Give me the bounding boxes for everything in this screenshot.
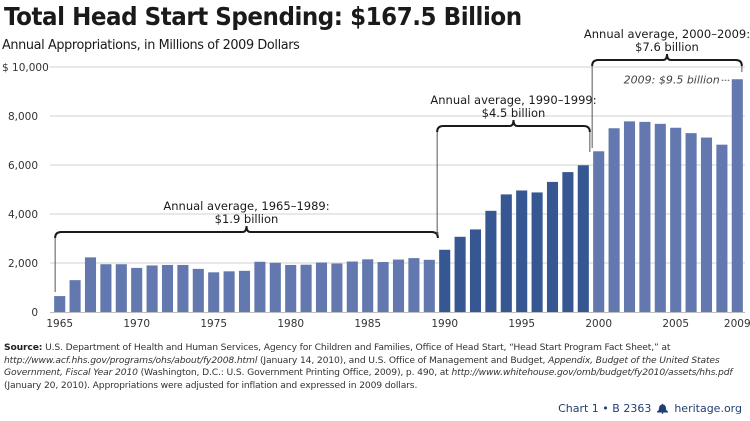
bar-1992 bbox=[469, 229, 482, 312]
annotation-line2: $1.9 billion bbox=[215, 212, 279, 226]
bar-1975 bbox=[208, 272, 220, 312]
x-tick-label: 1995 bbox=[508, 318, 535, 330]
bar-1989 bbox=[423, 259, 435, 312]
x-tick-label: 1975 bbox=[200, 318, 227, 330]
bar-2000 bbox=[593, 151, 605, 312]
bar-1979 bbox=[269, 262, 281, 312]
bar-1984 bbox=[346, 261, 358, 312]
bar-1995 bbox=[516, 190, 528, 312]
annotations: Annual average, 1965–1989:$1.9 billionAn… bbox=[54, 27, 750, 292]
bar-1994 bbox=[500, 194, 512, 312]
source-text-1: U.S. Department of Health and Human Serv… bbox=[42, 342, 671, 353]
x-tick-label: 2000 bbox=[585, 318, 612, 330]
bracket bbox=[54, 225, 439, 239]
bar-1972 bbox=[161, 264, 174, 312]
bar-1969 bbox=[115, 264, 127, 312]
x-tick-label: 2009 bbox=[724, 318, 750, 330]
bar-2004 bbox=[654, 123, 666, 312]
annotation-line2: $7.6 billion bbox=[635, 40, 699, 54]
annotation-avg-1990-1999: Annual average, 1990–1999:$4.5 billion bbox=[430, 93, 597, 235]
bar-2006 bbox=[685, 133, 697, 312]
source-url-1[interactable]: http://www.acf.hhs.gov/programs/ohs/abou… bbox=[4, 354, 258, 366]
bar-1973 bbox=[177, 264, 189, 312]
annotation-line1: Annual average, 2000–2009: bbox=[584, 27, 750, 41]
y-tick-label: 0 bbox=[31, 307, 38, 319]
bar-1996 bbox=[531, 192, 543, 312]
bar-2002 bbox=[623, 121, 636, 312]
annotation-line1: Annual average, 1965–1989: bbox=[163, 199, 329, 213]
bar-1968 bbox=[100, 264, 112, 312]
y-tick-label: 6,000 bbox=[8, 160, 38, 172]
bar-1976 bbox=[223, 271, 235, 312]
chart-subtitle: Annual Appropriations, in Millions of 20… bbox=[2, 37, 300, 53]
source-text-4: (January 20, 2010). Appropriations were … bbox=[4, 379, 418, 391]
bar-1998 bbox=[562, 172, 574, 312]
bar-1970 bbox=[131, 267, 143, 312]
y-axis-ticks: 0 2,000 4,000 6,000 8,000 $ 10,000 bbox=[2, 62, 49, 319]
annotation-avg-1965-1989: Annual average, 1965–1989:$1.9 billion bbox=[54, 199, 439, 292]
annotation-line1: Annual average, 1990–1999: bbox=[430, 93, 596, 107]
bar-2007 bbox=[700, 137, 713, 312]
chart-id: Chart 1 • B 2363 bbox=[558, 402, 652, 415]
bar-1977 bbox=[238, 270, 251, 312]
source-publication: Appendix, Budget of the United States Go… bbox=[4, 354, 720, 379]
annotation-2009-value: 2009: $9.5 billion bbox=[624, 73, 720, 86]
source-text-2: (January 14, 2010), and U.S. Office of M… bbox=[257, 354, 549, 366]
bar-1987 bbox=[392, 259, 405, 312]
bar-2003 bbox=[639, 121, 651, 312]
bar-1997 bbox=[546, 181, 559, 312]
bar-1986 bbox=[377, 262, 389, 312]
bracket bbox=[436, 119, 591, 133]
bar-2008 bbox=[716, 144, 728, 312]
bar-1983 bbox=[331, 263, 343, 312]
bar-1965 bbox=[54, 296, 66, 312]
annotation-avg-2000-2009: Annual average, 2000–2009:$7.6 billion bbox=[584, 27, 750, 148]
x-tick-label: 2005 bbox=[662, 318, 689, 330]
bars bbox=[54, 79, 743, 312]
site-link[interactable]: heritage.org bbox=[674, 402, 742, 415]
bar-1971 bbox=[146, 265, 158, 312]
y-tick-label: 4,000 bbox=[8, 209, 38, 221]
bar-1985 bbox=[362, 259, 374, 312]
footer: Chart 1 • B 2363 heritage.org bbox=[558, 402, 742, 415]
x-tick-label: 1985 bbox=[354, 318, 381, 330]
bar-1966 bbox=[69, 280, 81, 312]
bar-1993 bbox=[485, 210, 497, 312]
liberty-bell-icon bbox=[656, 403, 669, 414]
source-text-3: (Washington, D.C.: U.S. Government Print… bbox=[137, 367, 452, 379]
annotation-line2: $4.5 billion bbox=[482, 106, 546, 120]
bar-1980 bbox=[285, 264, 297, 312]
bar-1974 bbox=[192, 268, 204, 312]
bar-2009 bbox=[731, 79, 743, 312]
source-note: Source: U.S. Department of Health and Hu… bbox=[4, 342, 744, 392]
y-tick-label: $ 10,000 bbox=[2, 62, 49, 74]
bar-1981 bbox=[300, 264, 312, 312]
bar-1982 bbox=[315, 262, 328, 312]
source-label: Source: bbox=[4, 342, 43, 353]
x-tick-label: 1980 bbox=[277, 318, 304, 330]
bar-2005 bbox=[670, 127, 682, 312]
x-axis-ticks: 1965 1970 1975 1980 1985 1990 1995 2000 2005 2009 bbox=[46, 318, 750, 330]
bar-1978 bbox=[254, 261, 266, 312]
bracket bbox=[591, 53, 743, 67]
y-tick-label: 2,000 bbox=[8, 258, 38, 270]
source-url-2[interactable]: http://www.whitehouse.gov/omb/budget/fy2… bbox=[451, 367, 733, 379]
x-tick-label: 1990 bbox=[431, 318, 458, 330]
bar-1990 bbox=[439, 249, 451, 312]
x-tick-label: 1970 bbox=[123, 318, 150, 330]
bar-1991 bbox=[454, 236, 466, 312]
chart-title: Total Head Start Spending: $167.5 Billio… bbox=[4, 2, 522, 31]
x-tick-label: 1965 bbox=[46, 318, 73, 330]
bar-1999 bbox=[577, 165, 589, 312]
bar-1967 bbox=[84, 257, 97, 312]
bar-2001 bbox=[608, 128, 620, 312]
bar-1988 bbox=[408, 258, 420, 312]
y-tick-label: 8,000 bbox=[8, 111, 38, 123]
